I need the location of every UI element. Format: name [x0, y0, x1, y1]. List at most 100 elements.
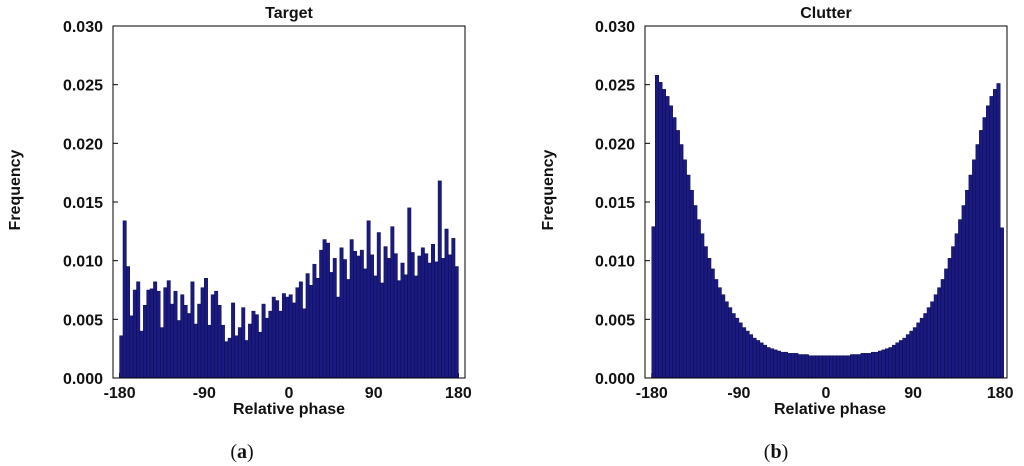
- histogram-bar: [139, 330, 144, 379]
- histogram-bar: [773, 349, 778, 379]
- histogram-bar: [993, 89, 997, 379]
- histogram-bar: [356, 255, 361, 379]
- histogram-bar: [710, 268, 715, 379]
- histogram-bar: [163, 287, 168, 379]
- histogram-bar: [724, 301, 729, 379]
- x-tick-label: 0: [285, 385, 294, 402]
- histogram-bar: [832, 355, 837, 379]
- histogram-bar: [752, 337, 757, 379]
- histogram-bar: [122, 220, 127, 379]
- y-tick-label: 0.020: [63, 136, 103, 153]
- histogram-bar: [836, 355, 841, 379]
- histogram-bar: [825, 355, 830, 379]
- histogram-bar: [265, 317, 269, 379]
- chart-title: Target: [265, 5, 313, 22]
- histogram-bar: [353, 251, 358, 379]
- histogram-bar: [766, 347, 771, 379]
- histogram-bar: [254, 314, 259, 379]
- histogram-bar: [940, 279, 945, 379]
- histogram-bar: [958, 219, 963, 379]
- histogram-bar: [336, 296, 341, 379]
- histogram-bar: [275, 300, 280, 379]
- y-tick-label: 0.025: [595, 78, 635, 95]
- y-tick-label: 0.010: [63, 254, 103, 271]
- panel-clutter: Clutter 0.0000.0050.0100.0150.0200.0250.…: [540, 5, 1014, 463]
- histogram-bar: [298, 281, 303, 379]
- chart-title: Clutter: [800, 5, 852, 22]
- histogram-bar: [220, 324, 225, 379]
- histogram-bar: [129, 315, 134, 379]
- bars: [651, 75, 1004, 379]
- histogram-bar: [930, 301, 935, 379]
- x-tick-label: 180: [987, 385, 1014, 402]
- histogram-bar: [745, 330, 750, 379]
- histogram-bar: [811, 355, 816, 379]
- x-tick-label: -180: [104, 385, 136, 402]
- histogram-bar: [982, 117, 987, 379]
- x-tick-label: 90: [365, 385, 383, 402]
- histogram-bar: [898, 340, 903, 379]
- histogram-bar: [714, 279, 719, 379]
- histogram-bar: [160, 327, 164, 379]
- y-axis-label: Frequency: [540, 149, 557, 230]
- histogram-bar: [947, 258, 952, 379]
- histogram-bar: [258, 331, 263, 379]
- histogram-bar: [661, 89, 666, 379]
- x-tick-label: 0: [822, 385, 831, 402]
- histogram-bar: [864, 353, 869, 379]
- histogram-bar: [888, 347, 893, 379]
- histogram-bar: [190, 281, 195, 379]
- histogram-bar: [926, 307, 931, 379]
- histogram-bar: [742, 327, 747, 379]
- panel-letter: b: [770, 441, 781, 463]
- histogram-bar: [850, 354, 855, 379]
- histogram-bar: [801, 354, 806, 379]
- histogram-bar: [954, 233, 959, 379]
- plot-frame: [112, 25, 466, 379]
- histogram-bar: [843, 355, 848, 379]
- histogram-bar: [999, 227, 1004, 379]
- histogram-bar: [197, 303, 202, 379]
- histogram-bar: [248, 323, 252, 379]
- histogram-bar: [961, 205, 966, 379]
- histogram-bar: [342, 259, 347, 379]
- histogram-bar: [790, 353, 795, 379]
- histogram-bar: [441, 258, 446, 379]
- histogram-bar: [309, 285, 313, 379]
- histogram-bar: [193, 323, 198, 379]
- histogram-bar: [363, 268, 368, 379]
- histogram-bar: [700, 233, 705, 379]
- histogram-bar: [346, 279, 351, 379]
- histogram-bar: [448, 254, 452, 379]
- histogram-bar: [149, 288, 154, 379]
- histogram-bar: [332, 258, 337, 379]
- histogram-bar: [417, 255, 422, 379]
- histogram-bar: [251, 310, 256, 379]
- histogram-bar: [403, 274, 408, 379]
- histogram-bar: [884, 348, 889, 379]
- histogram-bar: [919, 317, 924, 379]
- y-tick-label: 0.000: [595, 371, 635, 388]
- histogram-bar: [180, 294, 185, 379]
- histogram-bar: [431, 243, 435, 379]
- histogram-bar: [951, 246, 956, 379]
- histogram-bar: [390, 226, 395, 379]
- y-tick-label: 0.015: [595, 195, 635, 212]
- histogram-bar: [268, 310, 273, 379]
- x-axis-label: Relative phase: [233, 401, 345, 418]
- histogram-bar: [933, 294, 938, 379]
- histogram-bar: [860, 353, 865, 379]
- histogram-bar: [261, 303, 266, 379]
- histogram-bar: [176, 320, 181, 379]
- histogram-bar: [937, 287, 942, 379]
- histogram-bar: [731, 313, 736, 379]
- histogram-bar: [322, 239, 327, 379]
- histogram-bar: [846, 355, 851, 379]
- histogram-bar: [305, 273, 310, 379]
- histogram-bar: [376, 232, 381, 379]
- histogram-bar: [397, 280, 402, 379]
- panel-caption: (a): [230, 441, 253, 463]
- x-tick-label: -90: [727, 385, 750, 402]
- histogram-bar: [696, 219, 701, 379]
- histogram-bar: [281, 293, 286, 379]
